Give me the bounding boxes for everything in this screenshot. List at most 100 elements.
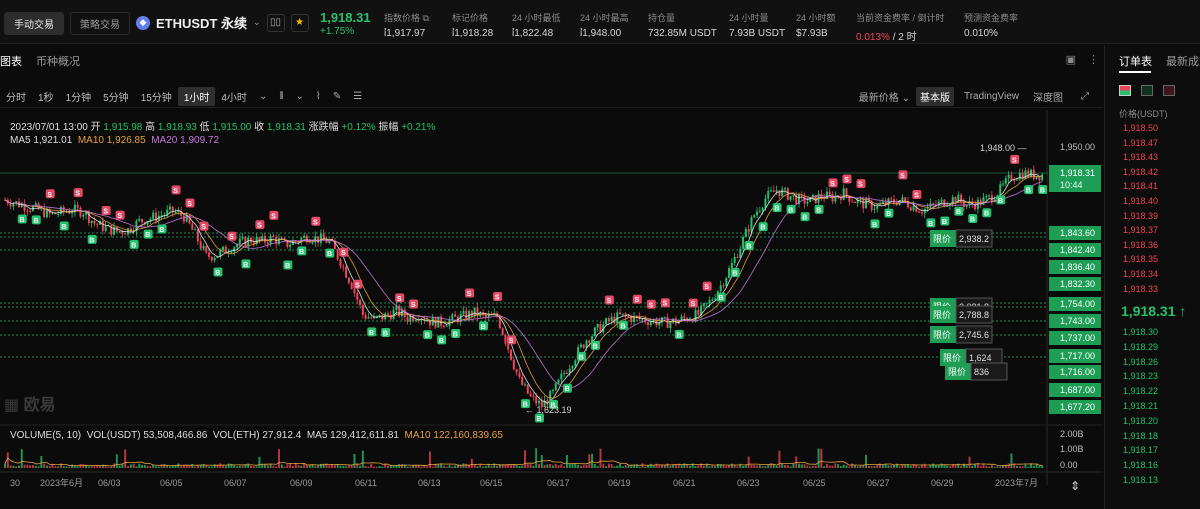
candle-body bbox=[599, 323, 602, 333]
bid-row[interactable]: 1,918.18 bbox=[1123, 430, 1159, 441]
candle-body bbox=[90, 220, 93, 224]
stat-index-price: 指数价格 ⧉ ỉ1,917.97 bbox=[384, 13, 429, 39]
bid-row[interactable]: 1,918.21 bbox=[1123, 401, 1159, 411]
ma5-value: MA5 1,921.01 bbox=[10, 135, 73, 146]
candle-body bbox=[873, 208, 876, 210]
tf-1h[interactable]: 1小时 bbox=[177, 86, 216, 106]
tab-strategy-trading[interactable]: 策略交易 bbox=[70, 12, 130, 35]
volume-info: VOLUME(5, 10) VOL(USDT) 53,508,466.86 VO… bbox=[10, 430, 503, 441]
volume-bar bbox=[893, 465, 896, 468]
ask-row[interactable]: 1,918.50 bbox=[1123, 123, 1159, 133]
chevron-down-icon[interactable]: ⌄ bbox=[295, 90, 304, 102]
tab-coin-overview[interactable]: 币种概况 bbox=[36, 56, 80, 68]
tf-5m[interactable]: 5分钟 bbox=[103, 92, 129, 104]
candle-body bbox=[739, 248, 742, 258]
ask-row[interactable]: 1,918.40 bbox=[1123, 196, 1159, 206]
bid-row[interactable]: 1,918.17 bbox=[1123, 445, 1159, 456]
view-tradingview[interactable]: TradingView bbox=[963, 91, 1019, 102]
volume-bar bbox=[605, 466, 608, 468]
tab-chart[interactable]: 图表 bbox=[0, 56, 22, 68]
active-tab-underline bbox=[1119, 71, 1151, 73]
tab-manual-trading[interactable]: 手动交易 bbox=[4, 12, 64, 35]
view-depth[interactable]: 深度图 bbox=[1033, 93, 1063, 104]
bid-row[interactable]: 1,918.22 bbox=[1123, 386, 1159, 397]
bid-row[interactable]: 1,918.16 bbox=[1123, 460, 1159, 471]
buy-marker-label: B bbox=[19, 217, 24, 224]
draw-pencil-icon[interactable]: ✎ bbox=[332, 90, 342, 102]
book-icon[interactable]: ▯▯ bbox=[266, 13, 285, 32]
volume-bar bbox=[333, 465, 336, 468]
ask-row[interactable]: 1,918.39 bbox=[1123, 210, 1159, 221]
volume-bar bbox=[154, 466, 157, 468]
bid-row[interactable]: 1,918.30 bbox=[1123, 327, 1159, 337]
candle-body bbox=[814, 194, 817, 204]
volume-bar bbox=[272, 465, 275, 468]
volume-bar bbox=[647, 465, 650, 468]
volume-bar bbox=[406, 466, 409, 468]
bid-row[interactable]: 1,918.29 bbox=[1123, 341, 1159, 352]
x-axis-tick: 06/21 bbox=[673, 478, 696, 488]
layout-icon[interactable]: ▣ bbox=[1065, 54, 1076, 66]
candlestick-chart[interactable]: ▦ 欧易 B B S B S B S S B B B S S S B S B S S B B S B S S B B S S B B B S B S S… bbox=[0, 45, 1103, 509]
bid-row[interactable]: 1,918.20 bbox=[1123, 415, 1159, 426]
ask-row[interactable]: 1,918.41 bbox=[1123, 181, 1159, 192]
sell-marker bbox=[842, 174, 852, 184]
buy-marker bbox=[562, 383, 572, 393]
volume-bar bbox=[809, 466, 812, 468]
favorite-star-icon[interactable]: ★ bbox=[290, 13, 309, 32]
tf-1m[interactable]: 1分钟 bbox=[65, 92, 92, 104]
ask-row[interactable]: 1,918.37 bbox=[1123, 225, 1159, 236]
tf-4h[interactable]: 4小时 bbox=[221, 92, 247, 104]
volume-bar bbox=[781, 463, 784, 468]
volume-bar bbox=[806, 465, 809, 468]
price-type-select[interactable]: 最新价格 ⌄ bbox=[858, 93, 910, 104]
volume-bar bbox=[1013, 463, 1016, 468]
volume-bar bbox=[26, 464, 29, 468]
candle-style-icon[interactable]: ⫴ bbox=[279, 90, 284, 102]
chevron-down-icon[interactable]: ⌄ bbox=[258, 90, 268, 102]
x-axis-tick: 06/29 bbox=[931, 478, 954, 488]
tab-latest-trades[interactable]: 最新成交 bbox=[1166, 56, 1200, 68]
symbol-selector[interactable]: ◆ ETHUSDT 永续 ⌄ ▯▯ ★ bbox=[136, 13, 309, 32]
volume-bar bbox=[929, 464, 932, 468]
ask-row[interactable]: 1,918.43 bbox=[1123, 152, 1159, 163]
volume-bar bbox=[104, 465, 107, 468]
settings-icon[interactable]: ☰ bbox=[353, 90, 363, 102]
bid-row[interactable]: 1,918.13 bbox=[1123, 475, 1159, 485]
bid-row[interactable]: 1,918.23 bbox=[1123, 371, 1159, 382]
view-basic[interactable]: 基本版 bbox=[915, 87, 954, 106]
both-sides-view-icon[interactable] bbox=[1119, 85, 1131, 96]
volume-bar bbox=[115, 454, 118, 468]
volume-bar bbox=[641, 463, 644, 468]
x-axis-tick: 06/09 bbox=[290, 478, 313, 488]
candle-body bbox=[247, 237, 250, 247]
tf-1s[interactable]: 1秒 bbox=[38, 92, 54, 104]
bid-row[interactable]: 1,918.26 bbox=[1123, 356, 1159, 367]
volume-bar bbox=[269, 463, 272, 468]
volume-bar bbox=[965, 465, 968, 468]
candle-body bbox=[630, 316, 633, 322]
candle-body bbox=[537, 400, 540, 404]
tab-order-book[interactable]: 订单表 bbox=[1119, 56, 1152, 68]
more-icon[interactable]: ⋮ bbox=[1088, 54, 1099, 66]
ask-row[interactable]: 1,918.34 bbox=[1123, 269, 1159, 279]
buy-marker-label: B bbox=[383, 330, 388, 337]
volume-bar bbox=[140, 464, 143, 468]
external-link-icon[interactable]: ⧉ bbox=[422, 13, 429, 23]
ask-row[interactable]: 1,918.47 bbox=[1123, 137, 1159, 148]
buy-marker bbox=[17, 214, 27, 224]
tf-15m[interactable]: 15分钟 bbox=[140, 92, 172, 104]
open-value: 1,915.98 bbox=[103, 122, 143, 133]
ask-row[interactable]: 1,918.36 bbox=[1123, 239, 1159, 250]
ask-row[interactable]: 1,918.42 bbox=[1123, 166, 1159, 177]
tf-timeshare[interactable]: 分时 bbox=[6, 92, 26, 104]
bids-view-icon[interactable] bbox=[1141, 85, 1153, 96]
indicator-icon[interactable]: ⌇ bbox=[315, 90, 321, 102]
asks-view-icon[interactable] bbox=[1163, 85, 1175, 96]
ask-row[interactable]: 1,918.33 bbox=[1123, 283, 1159, 294]
fullscreen-icon[interactable]: ⤢ bbox=[1081, 91, 1089, 102]
candle-body bbox=[582, 344, 585, 348]
ask-row[interactable]: 1,918.35 bbox=[1123, 254, 1159, 265]
candle-body bbox=[865, 199, 868, 209]
volume-bar bbox=[761, 465, 764, 468]
